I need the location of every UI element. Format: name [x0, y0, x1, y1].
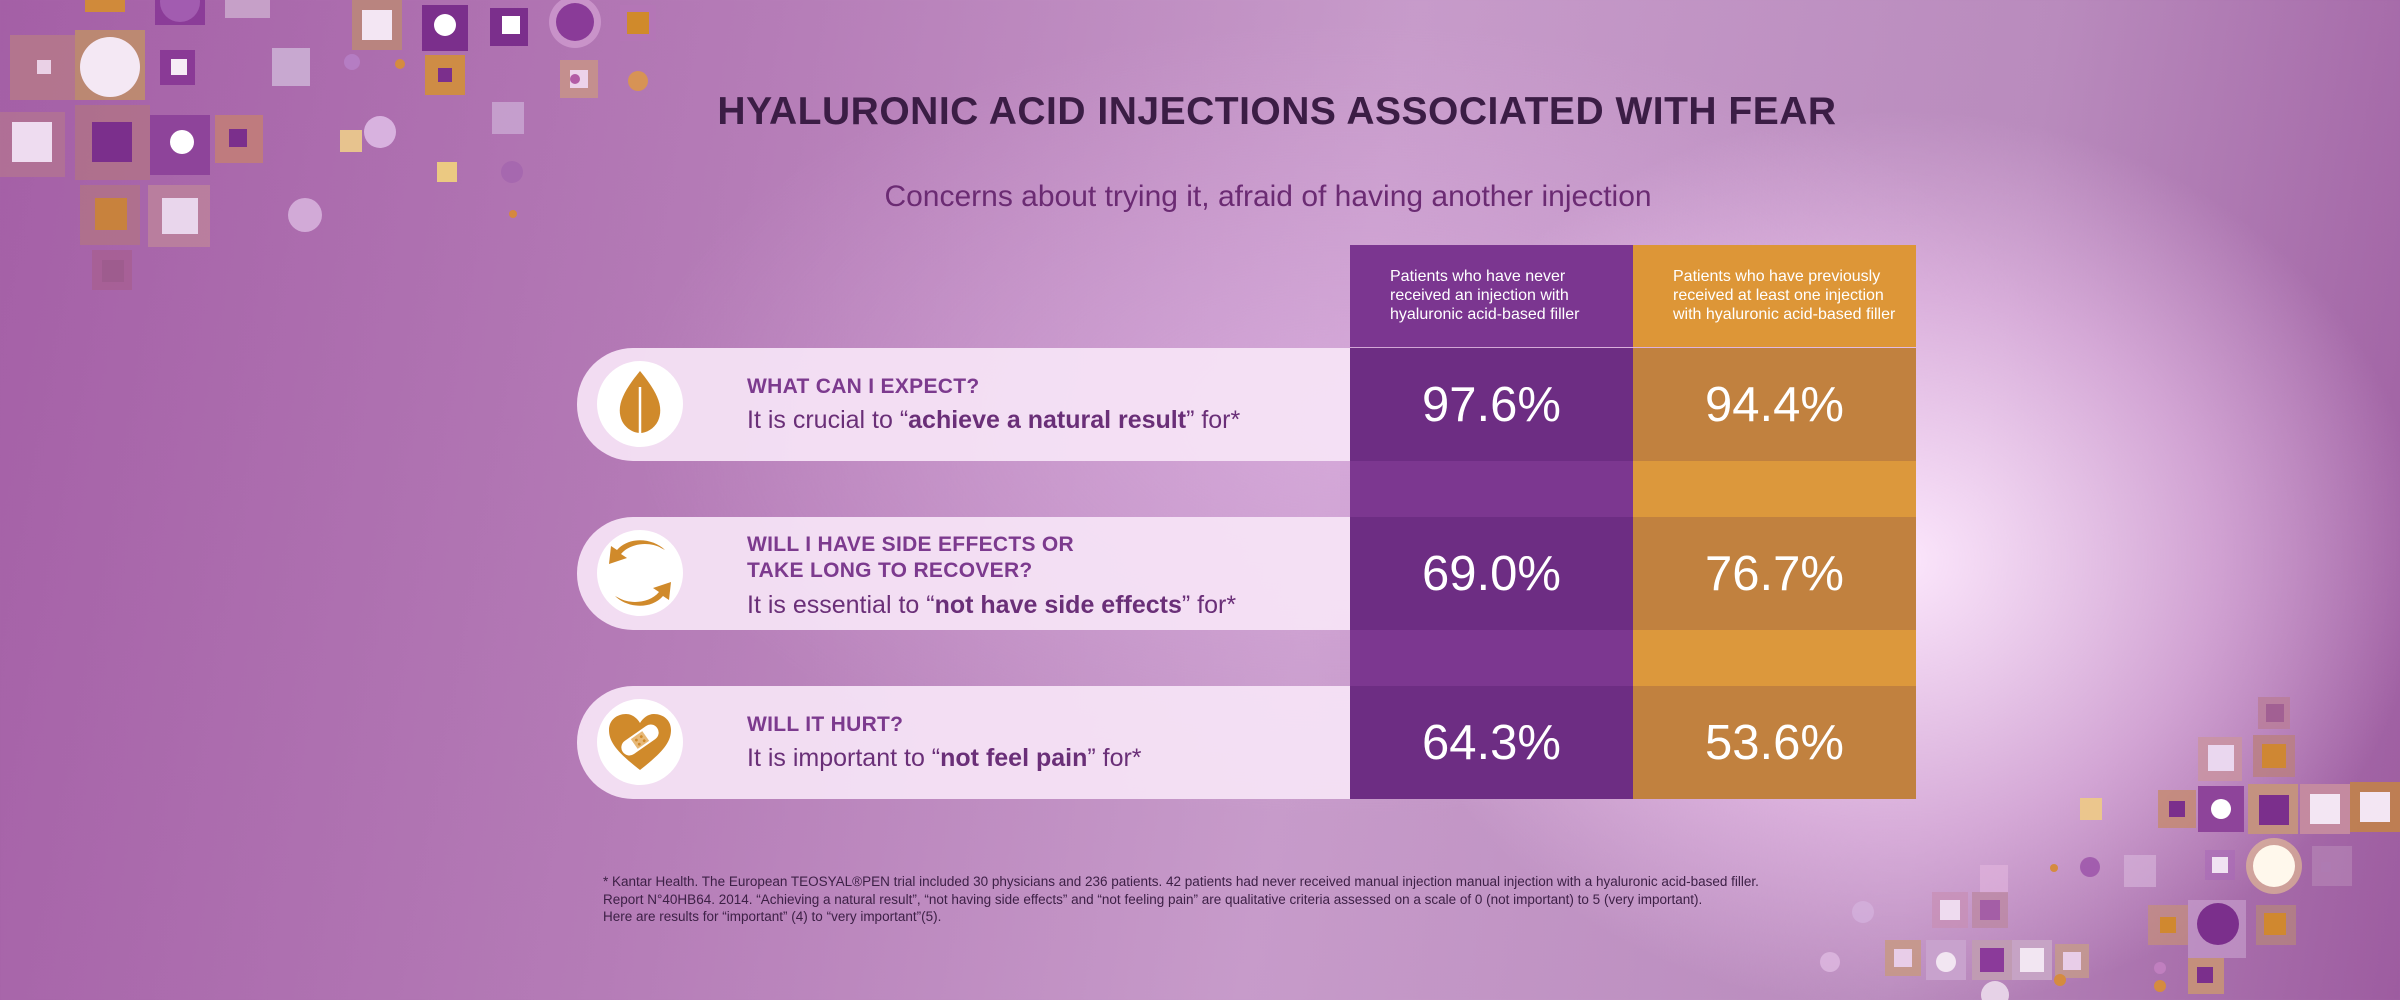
- column-spacer-never: [1350, 461, 1633, 518]
- footnote-line-2: Report N°40HB64. 2014. “Achieving a natu…: [603, 891, 1703, 907]
- column-header-never: Patients who have never received an inje…: [1350, 245, 1633, 347]
- column-header-never-line-2: received an injection with: [1390, 287, 1569, 304]
- column-header-previous-line-1: Patients who have previously: [1673, 268, 1881, 285]
- statement-prefix: It is important to “: [747, 744, 941, 772]
- row-statement: It is essential to “not have side effect…: [747, 591, 1236, 620]
- value-cell-never: 64.3%: [1350, 686, 1633, 799]
- column-spacer-previous: [1633, 461, 1916, 518]
- row-statement: It is important to “not feel pain” for*: [747, 744, 1142, 773]
- row-question-line-2: TAKE LONG TO RECOVER?: [747, 559, 1033, 582]
- footnote-line-3: Here are results for “important” (4) to …: [603, 909, 942, 924]
- top-left-decoration: [0, 0, 656, 290]
- statement-suffix: ” for*: [1181, 591, 1237, 619]
- column-spacer-never: [1350, 630, 1633, 687]
- footnote: * Kantar Health. The European TEOSYAL®PE…: [603, 873, 1903, 926]
- page-title: HYALURONIC ACID INJECTIONS ASSOCIATED WI…: [717, 90, 1837, 134]
- row-question: WHAT CAN I EXPECT?: [747, 375, 980, 398]
- statement-emphasis: not feel pain: [940, 744, 1088, 772]
- statement-suffix: ” for*: [1186, 406, 1241, 434]
- statement-suffix: ” for*: [1087, 744, 1142, 772]
- column-header-previous: Patients who have previously received at…: [1633, 245, 1916, 347]
- row-question: WILL I HAVE SIDE EFFECTS OR TAKE LONG TO…: [747, 532, 1074, 584]
- statement-emphasis: achieve a natural result: [908, 406, 1187, 434]
- heart-bandage-icon: [597, 699, 683, 785]
- column-header-previous-line-3: with hyaluronic acid-based filler: [1673, 306, 1896, 323]
- column-spacer-previous: [1633, 630, 1916, 687]
- value-cell-never: 69.0%: [1350, 517, 1633, 630]
- row-question-line-1: WILL I HAVE SIDE EFFECTS OR: [747, 533, 1075, 556]
- row-question: WILL IT HURT?: [747, 713, 904, 736]
- row-side-effects: WILL I HAVE SIDE EFFECTS OR TAKE LONG TO…: [577, 517, 1350, 630]
- statement-emphasis: not have side effects: [934, 591, 1182, 619]
- value-cell-previous: 53.6%: [1633, 686, 1916, 799]
- value-cell-previous: 76.7%: [1633, 517, 1916, 630]
- row-natural-result: WHAT CAN I EXPECT? It is crucial to “ach…: [577, 348, 1350, 461]
- footnote-line-1: * Kantar Health. The European TEOSYAL®PE…: [603, 874, 1759, 889]
- statement-prefix: It is crucial to “: [747, 406, 909, 434]
- column-header-never-line-1: Patients who have never: [1390, 268, 1566, 285]
- row-pain: WILL IT HURT? It is important to “not fe…: [577, 686, 1350, 799]
- column-header-previous-line-2: received at least one injection: [1673, 287, 1884, 304]
- value-cell-previous: 94.4%: [1633, 348, 1916, 461]
- value-cell-never: 97.6%: [1350, 348, 1633, 461]
- leaf-icon: [597, 361, 683, 447]
- column-header-never-line-3: hyaluronic acid-based filler: [1390, 306, 1580, 323]
- cycle-arrows-icon: [597, 530, 683, 616]
- statement-prefix: It is essential to “: [747, 591, 935, 619]
- row-statement: It is crucial to “achieve a natural resu…: [747, 406, 1240, 435]
- page-subtitle: Concerns about trying it, afraid of havi…: [884, 180, 1652, 213]
